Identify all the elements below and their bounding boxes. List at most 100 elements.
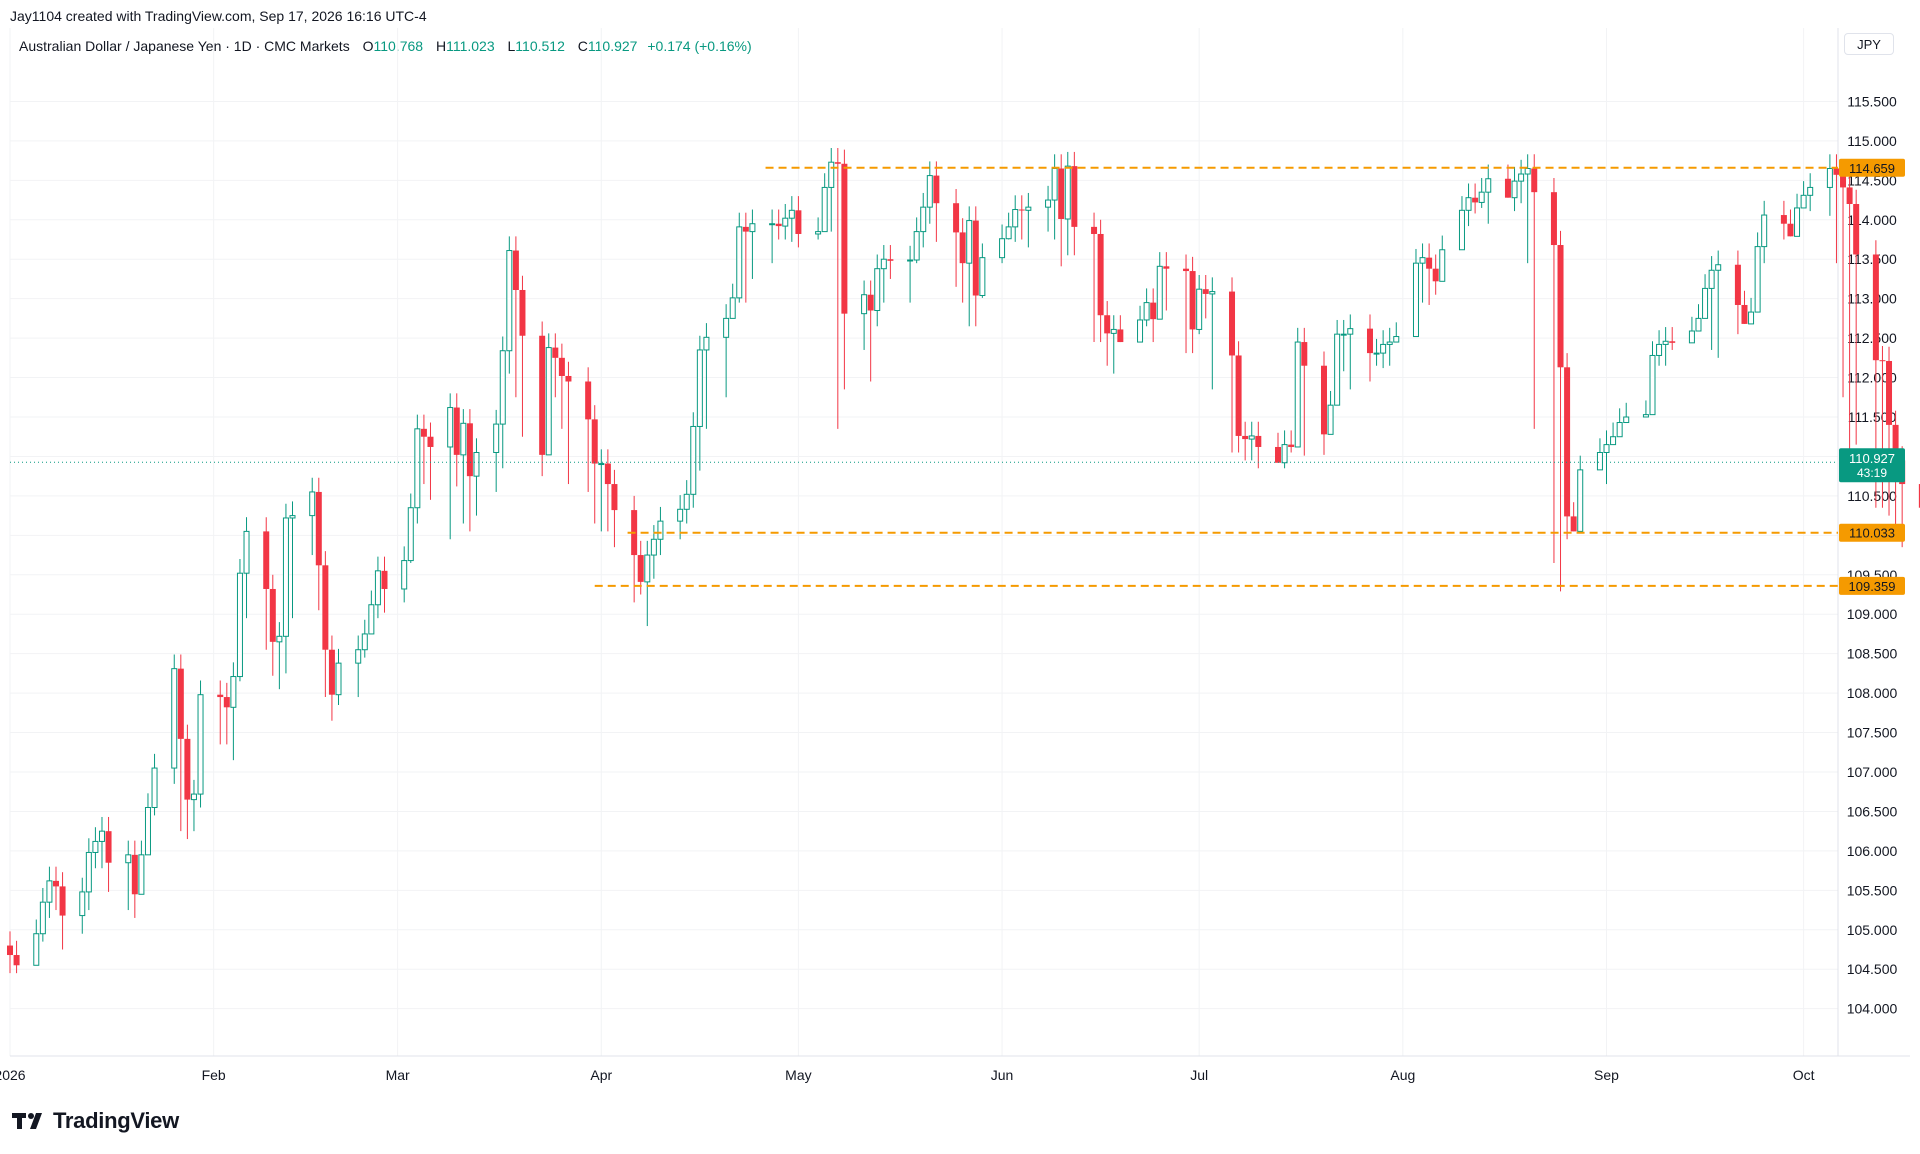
- candle-body-up: [473, 452, 480, 477]
- candle-body-down: [591, 419, 598, 464]
- candle-body-down: [1183, 268, 1190, 272]
- y-tick-label: 113.500: [1847, 251, 1897, 267]
- candle-body-up: [1518, 173, 1525, 182]
- bar-countdown-label: 43:19: [1857, 466, 1887, 480]
- last-price-tag: [1839, 448, 1905, 483]
- candle-body-up: [289, 515, 296, 519]
- candle-body-up: [1702, 287, 1709, 319]
- candle-body-down: [1432, 268, 1439, 282]
- candle-body-down: [1550, 192, 1557, 246]
- candle-body-up: [125, 854, 132, 864]
- candle-body-up: [1412, 262, 1419, 338]
- open-value: 110.768: [373, 38, 424, 54]
- change-value: +0.174 (+0.16%): [647, 38, 752, 54]
- low-label: L: [507, 38, 516, 54]
- candle-body-down: [1321, 365, 1327, 435]
- candle-body-down: [427, 436, 434, 447]
- candle-body-up: [92, 840, 99, 853]
- x-tick-label: Aug: [1390, 1067, 1415, 1083]
- x-tick-label: Oct: [1793, 1067, 1815, 1083]
- candle-body-up: [650, 538, 657, 556]
- level-price-tag: [1839, 576, 1905, 595]
- candle-body-up: [1642, 414, 1649, 418]
- candle-body-up: [723, 317, 730, 338]
- level-price-label: 110.033: [1849, 526, 1895, 541]
- candle-body-down: [223, 697, 230, 708]
- candle-body-up: [979, 257, 986, 297]
- candle-body-up: [506, 250, 513, 352]
- candle-body-up: [33, 933, 40, 966]
- candle-body-up: [1386, 341, 1393, 345]
- candle-body-down: [1242, 435, 1249, 440]
- candle-body-up: [374, 570, 381, 606]
- candle-body-up: [907, 259, 914, 262]
- candle-body-down: [315, 491, 322, 566]
- candle-body-up: [926, 175, 933, 208]
- candle-body-up: [1248, 435, 1255, 440]
- candle-body-down: [1734, 264, 1741, 305]
- candle-body-down: [775, 223, 782, 227]
- level-price-label: 114.659: [1849, 161, 1895, 176]
- candle-body-down: [1780, 215, 1787, 224]
- candle-body-down: [552, 347, 559, 358]
- y-tick-label: 109.000: [1847, 606, 1898, 622]
- candle-body-up: [1294, 341, 1301, 448]
- candle-body-down: [637, 555, 644, 582]
- candle-body-down: [1833, 168, 1840, 175]
- candle-body-up: [1347, 328, 1354, 335]
- candle-body-down: [1853, 204, 1860, 255]
- candle-body-up: [598, 463, 605, 466]
- candle-body-up: [79, 891, 86, 917]
- candle-body-up: [98, 830, 105, 842]
- candle-body-up: [1826, 168, 1833, 188]
- candle-body-down: [1366, 328, 1373, 354]
- y-tick-label: 115.500: [1847, 93, 1897, 109]
- candle-body-up: [920, 206, 927, 233]
- candle-body-down: [1504, 178, 1511, 198]
- level-price-tag: [1839, 523, 1905, 542]
- candle-body-up: [1596, 452, 1603, 471]
- candle-body-up: [1327, 404, 1334, 435]
- candle-body-up: [151, 767, 158, 808]
- x-tick-label: 2026: [0, 1067, 26, 1083]
- x-tick-label: Jul: [1190, 1067, 1208, 1083]
- candle-body-down: [1104, 315, 1111, 334]
- candle-body-down: [1472, 197, 1479, 203]
- y-tick-label: 112.000: [1847, 370, 1897, 386]
- candle-body-up: [355, 649, 362, 664]
- candle-body-up: [39, 901, 46, 935]
- candle-body-down: [7, 945, 13, 956]
- candle-body-up: [190, 793, 197, 801]
- candle-body-down: [959, 232, 966, 264]
- candle-body-down: [1886, 360, 1893, 425]
- symbol-title[interactable]: Australian Dollar / Japanese Yen · 1D · …: [19, 38, 350, 54]
- y-tick-label: 113.000: [1847, 291, 1897, 307]
- candle-body-up: [171, 668, 178, 769]
- candle-body-up: [1465, 197, 1472, 211]
- candle-body-up: [1005, 226, 1012, 240]
- candle-body-down: [1288, 444, 1295, 447]
- candle-body-down: [131, 854, 138, 895]
- candle-body-down: [1570, 516, 1577, 532]
- candle-body-up: [1662, 340, 1669, 345]
- candle-body-down: [269, 588, 276, 642]
- candle-body-up: [683, 493, 690, 510]
- candle-body-down: [1840, 174, 1847, 188]
- candle-body-down: [1564, 367, 1571, 517]
- candle-body-up: [749, 223, 756, 233]
- candle-body-down: [177, 668, 184, 739]
- candle-body-down: [322, 565, 329, 650]
- tradingview-logo[interactable]: TradingView: [12, 1108, 179, 1134]
- candle-body-up: [1524, 168, 1531, 175]
- candle-body-up: [696, 349, 703, 427]
- candle-body-down: [1150, 302, 1157, 320]
- currency-selector[interactable]: JPY: [1844, 33, 1894, 55]
- candle-body-up: [197, 694, 204, 795]
- candle-body-down: [834, 162, 841, 164]
- candle-body-down: [1097, 233, 1104, 316]
- candle-body-up: [1688, 330, 1695, 344]
- candle-body-up: [999, 238, 1006, 259]
- candle-body-up: [1748, 311, 1755, 325]
- candle-body-up: [1025, 206, 1032, 211]
